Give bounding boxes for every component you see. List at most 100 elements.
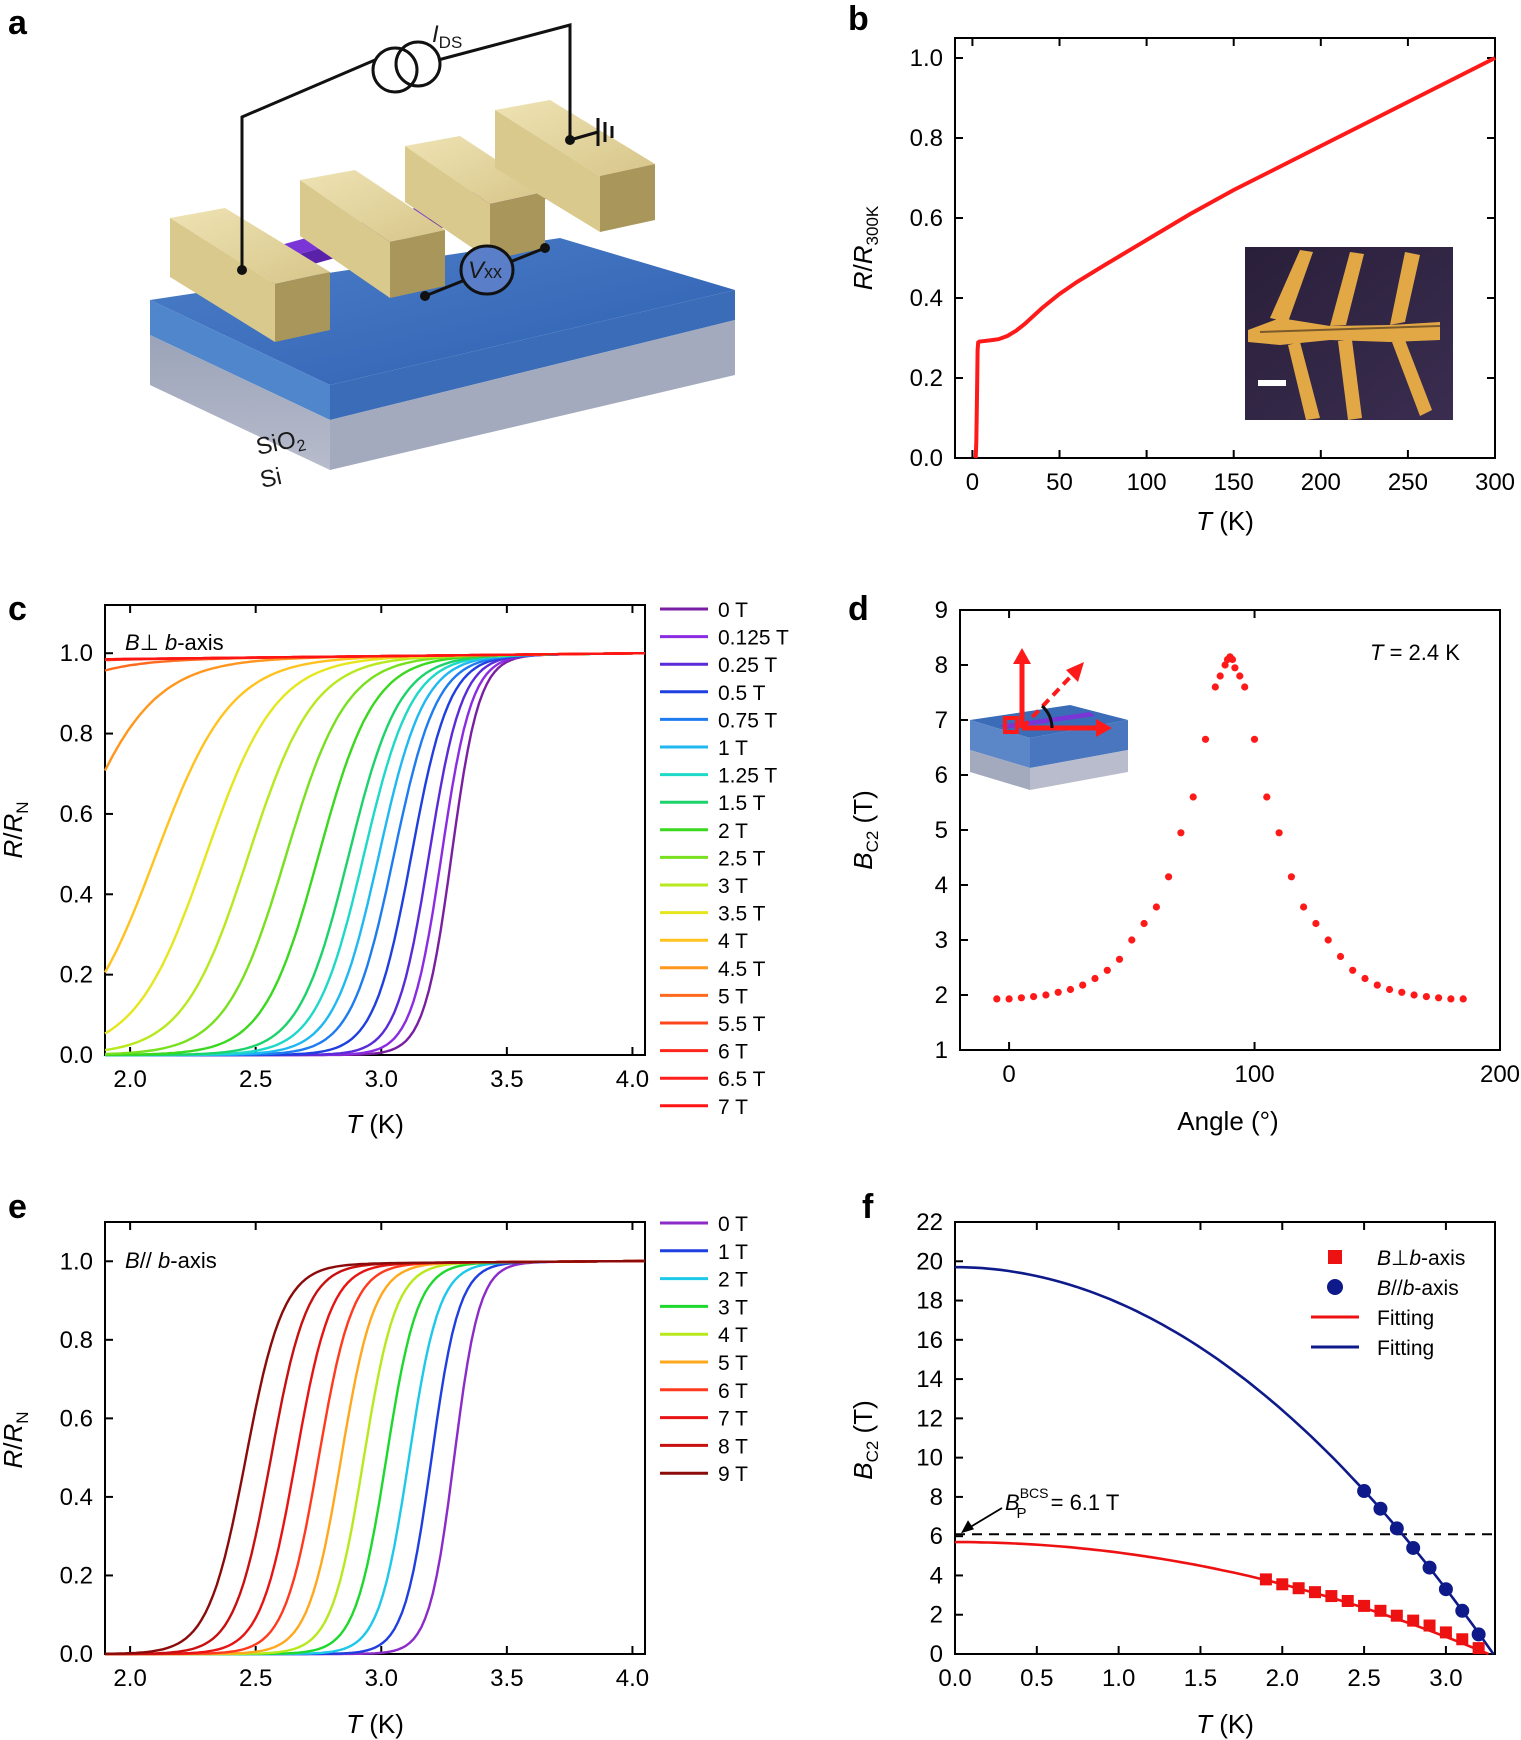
c-series-line-10 xyxy=(104,652,645,1052)
panel-d: d 0 100 200 1 2 3 4 5 6 7 8 9 T = 2.4 K Angle (°) BC2 … xyxy=(848,590,1520,1136)
panel-b: b 0 50 100 150 200 250 300 0.0 0.2 0.4 0.6 0.8 1.0 T … xyxy=(848,0,1515,536)
f-point-0-8 xyxy=(1390,1609,1403,1622)
f-point-0-9 xyxy=(1407,1614,1420,1627)
d-point-32 xyxy=(1312,919,1320,928)
d-point-14 xyxy=(1165,873,1173,881)
e-series-line-3 xyxy=(105,1259,645,1656)
c-legend-label-10: 3 T xyxy=(718,875,748,898)
current-wire xyxy=(240,58,376,270)
c-xtick-label: 2.5 xyxy=(239,1066,272,1093)
c-ylabel: R/RN xyxy=(0,801,32,858)
f-legend-label-0: B⊥b-axis xyxy=(1377,1247,1465,1270)
d-point-28 xyxy=(1263,793,1271,801)
f-point-1-1 xyxy=(1373,1501,1388,1516)
c-legend-label-15: 5.5 T xyxy=(718,1013,766,1036)
d-ytick-label: 1 xyxy=(935,1037,948,1064)
f-xtick-label: 2.0 xyxy=(1266,1665,1299,1692)
panel-b-plot: 0 50 100 150 200 250 300 0.0 0.2 0.4 0.6 0.8 1.0 T (K… xyxy=(848,37,1515,536)
c-series-line-6 xyxy=(105,652,645,1057)
b-xtick-label: 150 xyxy=(1214,469,1254,496)
c-ytick-label: 0.0 xyxy=(60,1042,93,1069)
c-series-line-8 xyxy=(105,652,645,1056)
d-annotation: T = 2.4 K xyxy=(1370,640,1460,665)
e-legend-label-8: 8 T xyxy=(718,1435,748,1458)
panel-e: e 2.0 2.5 3.0 3.5 4.0 0.0 0.2 0.4 0.6 0.8 1.0 B// b… xyxy=(0,1188,748,1739)
c-series-line-7 xyxy=(105,652,645,1057)
f-point-1-7 xyxy=(1471,1627,1486,1642)
b-ytick-label: 0.0 xyxy=(910,445,943,472)
f-ytick-label: 8 xyxy=(930,1484,943,1511)
current-label: IDS xyxy=(432,21,462,52)
f-legend-label-1: B//b-axis xyxy=(1377,1277,1459,1300)
c-series-line-9 xyxy=(104,652,645,1056)
e-ytick-label: 0.4 xyxy=(60,1484,93,1511)
d-point-4 xyxy=(1042,991,1050,999)
panel-letter-b: b xyxy=(848,0,869,38)
e-series-line-7 xyxy=(105,1259,645,1656)
f-legend-label-2: Fitting xyxy=(1377,1307,1434,1330)
c-legend-label-0: 0 T xyxy=(718,599,748,622)
e-xtick-label: 3.0 xyxy=(365,1665,398,1692)
panel-letter-c: c xyxy=(8,590,27,628)
c-series-line-13 xyxy=(103,652,645,772)
c-xtick-label: 4.0 xyxy=(616,1066,649,1093)
contact-dot-2 xyxy=(420,291,430,301)
f-ytick-label: 4 xyxy=(930,1562,943,1589)
f-legend-marker-1 xyxy=(1327,1279,1343,1295)
f-point-1-5 xyxy=(1438,1582,1453,1597)
f-point-0-12 xyxy=(1456,1633,1469,1646)
contact-dot-3 xyxy=(540,243,550,253)
f-pauli-arrowhead xyxy=(961,1520,974,1534)
b-xtick-label: 0 xyxy=(966,469,979,496)
c-series-line-4 xyxy=(105,652,645,1057)
f-ytick-label: 10 xyxy=(916,1445,943,1472)
d-point-16 xyxy=(1189,793,1197,801)
c-legend-label-9: 2.5 T xyxy=(718,847,766,870)
d-point-37 xyxy=(1373,981,1381,989)
f-point-0-2 xyxy=(1292,1582,1305,1595)
substrate-right-grey xyxy=(330,320,735,470)
f-ytick-label: 6 xyxy=(930,1523,943,1550)
d-point-24 xyxy=(1231,664,1239,672)
e-series-line-2 xyxy=(105,1259,645,1656)
b-ytick-label: 0.6 xyxy=(910,205,943,232)
c-frame xyxy=(104,604,646,1056)
b-xtick-label: 250 xyxy=(1388,469,1428,496)
substrate-right-blue xyxy=(330,290,735,420)
c-legend-label-17: 6.5 T xyxy=(718,1068,766,1091)
e-series-line-8 xyxy=(104,1259,645,1656)
d-point-25 xyxy=(1236,672,1244,680)
d-ylabel: BC2 (T) xyxy=(848,790,882,870)
d-xlabel: Angle (°) xyxy=(1177,1106,1278,1136)
panel-letter-f: f xyxy=(862,1188,874,1226)
c-legend-label-3: 0.5 T xyxy=(718,682,766,705)
d-point-18 xyxy=(1211,683,1219,691)
d-xtick-label: 0 xyxy=(1002,1061,1015,1088)
c-series-line-18 xyxy=(105,652,645,661)
c-legend-label-18: 7 T xyxy=(718,1096,748,1119)
panel-letter-a: a xyxy=(8,4,28,42)
e-ytick-label: 0.6 xyxy=(60,1405,93,1432)
f-ytick-label: 12 xyxy=(916,1405,943,1432)
voltmeter-circle xyxy=(459,244,515,296)
c-legend-label-8: 2 T xyxy=(718,820,748,843)
d-point-13 xyxy=(1152,903,1160,911)
current-source-circle-2 xyxy=(394,40,442,88)
d-point-26 xyxy=(1241,683,1249,691)
d-point-2 xyxy=(1017,994,1025,1002)
b-ylabel: R/R300K xyxy=(848,205,882,290)
c-ytick-label: 0.4 xyxy=(60,881,93,908)
d-point-30 xyxy=(1287,873,1295,881)
e-series-line-9 xyxy=(104,1259,645,1655)
f-ytick-label: 14 xyxy=(916,1366,943,1393)
c-ytick-label: 0.8 xyxy=(60,721,93,748)
panel-f: f 0.0 0.5 1.0 1.5 2.0 2.5 3.0 0 2 4 6 8 10 12 14 16 18 20… xyxy=(848,1188,1496,1739)
d-point-33 xyxy=(1324,936,1332,944)
e-legend-label-2: 2 T xyxy=(718,1269,748,1292)
d-ytick-label: 4 xyxy=(935,872,948,899)
d-point-29 xyxy=(1275,829,1283,837)
d-point-19 xyxy=(1216,672,1224,680)
d-point-43 xyxy=(1447,995,1455,1003)
e-series-line-6 xyxy=(105,1259,645,1656)
